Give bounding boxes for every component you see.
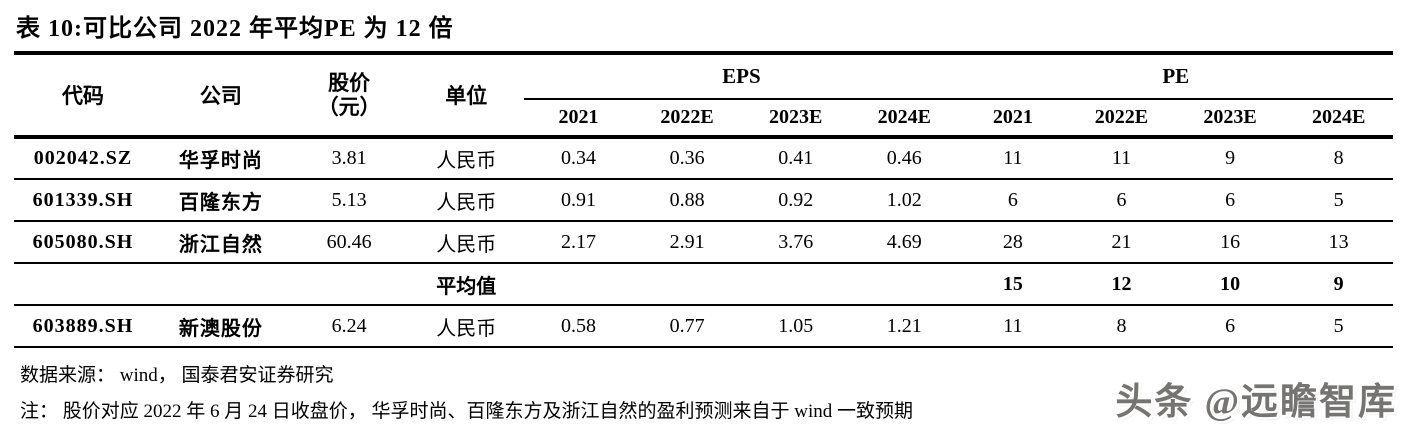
cell-eps-2021: 0.34 [524, 137, 633, 180]
cell-pe-2022e: 21 [1067, 221, 1176, 264]
table-row-huafu: 002042.SZ 华孚时尚 3.81 人民币 0.34 0.36 0.41 0… [14, 137, 1393, 180]
cell-company: 百隆东方 [151, 179, 290, 222]
header-pe-year-2024e: 2024E [1284, 99, 1393, 139]
average-row: 平均值 15 12 10 9 [14, 263, 1393, 306]
cell-pe-2021: 6 [958, 179, 1068, 222]
cell-eps-2022e: 0.36 [632, 137, 742, 180]
cell-company: 浙江自然 [151, 221, 290, 264]
avg-pe-2023e: 10 [1175, 263, 1285, 306]
cell-price: 5.13 [289, 179, 409, 222]
avg-pe-2024e: 9 [1284, 263, 1393, 306]
cell-eps-2023e: 0.41 [741, 137, 850, 180]
cell-code: 002042.SZ [14, 137, 152, 180]
table-title: 表 10:可比公司 2022 年平均PE 为 12 倍 [14, 4, 1393, 55]
header-eps-year-2021: 2021 [524, 99, 633, 139]
cell-eps-2022e: 0.88 [632, 179, 742, 222]
avg-pe-2021: 15 [958, 263, 1068, 306]
cell-pe-2021: 11 [958, 305, 1068, 348]
cell-company: 新澳股份 [151, 305, 290, 348]
header-pe-year-2023e: 2023E [1175, 99, 1285, 139]
cell-price: 3.81 [289, 137, 409, 180]
cell-eps-2024e: 0.46 [849, 137, 959, 180]
table-row-zhejiang: 605080.SH 浙江自然 60.46 人民币 2.17 2.91 3.76 … [14, 221, 1393, 264]
cell-eps-2023e: 1.05 [741, 305, 850, 348]
cell-code: 605080.SH [14, 221, 152, 264]
header-group-row: 代码 公司 股价 （元） 单位 EPS PE [14, 55, 1393, 139]
cell-pe-2023e: 16 [1175, 221, 1285, 264]
header-eps-year-2023e: 2023E [741, 99, 850, 139]
header-eps-year-2024e: 2024E [849, 99, 959, 139]
cell-eps-2022e: 2.91 [632, 221, 742, 264]
cell-pe-2024e: 5 [1284, 305, 1393, 348]
cell-pe-2023e: 6 [1175, 305, 1285, 348]
cell-unit: 人民币 [408, 305, 525, 348]
header-eps-group: EPS [524, 55, 959, 100]
header-pe-year-2021: 2021 [958, 99, 1068, 139]
cell-empty [151, 263, 290, 306]
cell-unit: 人民币 [408, 179, 525, 222]
cell-eps-2024e: 1.02 [849, 179, 959, 222]
cell-eps-2024e: 4.69 [849, 221, 959, 264]
header-company: 公司 [151, 55, 290, 139]
cell-pe-2021: 28 [958, 221, 1068, 264]
table-row-bailong: 601339.SH 百隆东方 5.13 人民币 0.91 0.88 0.92 1… [14, 179, 1393, 222]
cell-pe-2024e: 13 [1284, 221, 1393, 264]
cell-pe-2022e: 11 [1067, 137, 1176, 180]
cell-eps-2023e: 3.76 [741, 221, 850, 264]
header-pe-year-2022e: 2022E [1067, 99, 1176, 139]
footnote: 注： 股价对应 2022 年 6 月 24 日收盘价， 华孚时尚、百隆东方及浙江… [20, 401, 914, 422]
watermark-text: 头条 @远瞻智库 [1115, 382, 1397, 423]
cell-eps-2024e: 1.21 [849, 305, 959, 348]
cell-pe-2022e: 8 [1067, 305, 1176, 348]
cell-eps-2022e: 0.77 [632, 305, 742, 348]
cell-code: 603889.SH [14, 305, 152, 348]
cell-code: 601339.SH [14, 179, 152, 222]
cell-eps-2023e: 0.92 [741, 179, 850, 222]
cell-empty [289, 263, 409, 306]
header-price: 股价 （元） [289, 55, 409, 139]
header-code: 代码 [14, 55, 152, 139]
cell-empty [741, 263, 850, 306]
cell-pe-2024e: 5 [1284, 179, 1393, 222]
cell-price: 6.24 [289, 305, 409, 348]
cell-unit: 人民币 [408, 137, 525, 180]
table-row-xinao: 603889.SH 新澳股份 6.24 人民币 0.58 0.77 1.05 1… [14, 305, 1393, 348]
cell-empty [849, 263, 959, 306]
data-source-note: 数据来源： wind， 国泰君安证券研究 [20, 365, 334, 386]
cell-eps-2021: 0.58 [524, 305, 633, 348]
cell-pe-2023e: 9 [1175, 137, 1285, 180]
cell-empty [632, 263, 742, 306]
header-unit: 单位 [408, 55, 525, 139]
cell-pe-2024e: 8 [1284, 137, 1393, 180]
cell-empty [524, 263, 633, 306]
header-year-row: 2021 2022E 2023E 2024E 2021 2022E 2023E … [14, 99, 1393, 139]
cell-company: 华孚时尚 [151, 137, 290, 180]
cell-unit: 人民币 [408, 221, 525, 264]
header-price-line2: （元） [317, 95, 381, 119]
average-label: 平均值 [408, 263, 525, 306]
header-eps-year-2022e: 2022E [632, 99, 742, 139]
header-pe-group: PE [958, 55, 1393, 100]
cell-pe-2021: 11 [958, 137, 1068, 180]
avg-pe-2022e: 12 [1067, 263, 1176, 306]
cell-empty [14, 263, 152, 306]
cell-price: 60.46 [289, 221, 409, 264]
header-price-line1: 股价 [328, 70, 371, 95]
comparable-companies-table: 代码 公司 股价 （元） 单位 EPS PE 2021 2022E 2023E … [14, 55, 1393, 348]
cell-eps-2021: 0.91 [524, 179, 633, 222]
cell-pe-2022e: 6 [1067, 179, 1176, 222]
cell-eps-2021: 2.17 [524, 221, 633, 264]
cell-pe-2023e: 6 [1175, 179, 1285, 222]
